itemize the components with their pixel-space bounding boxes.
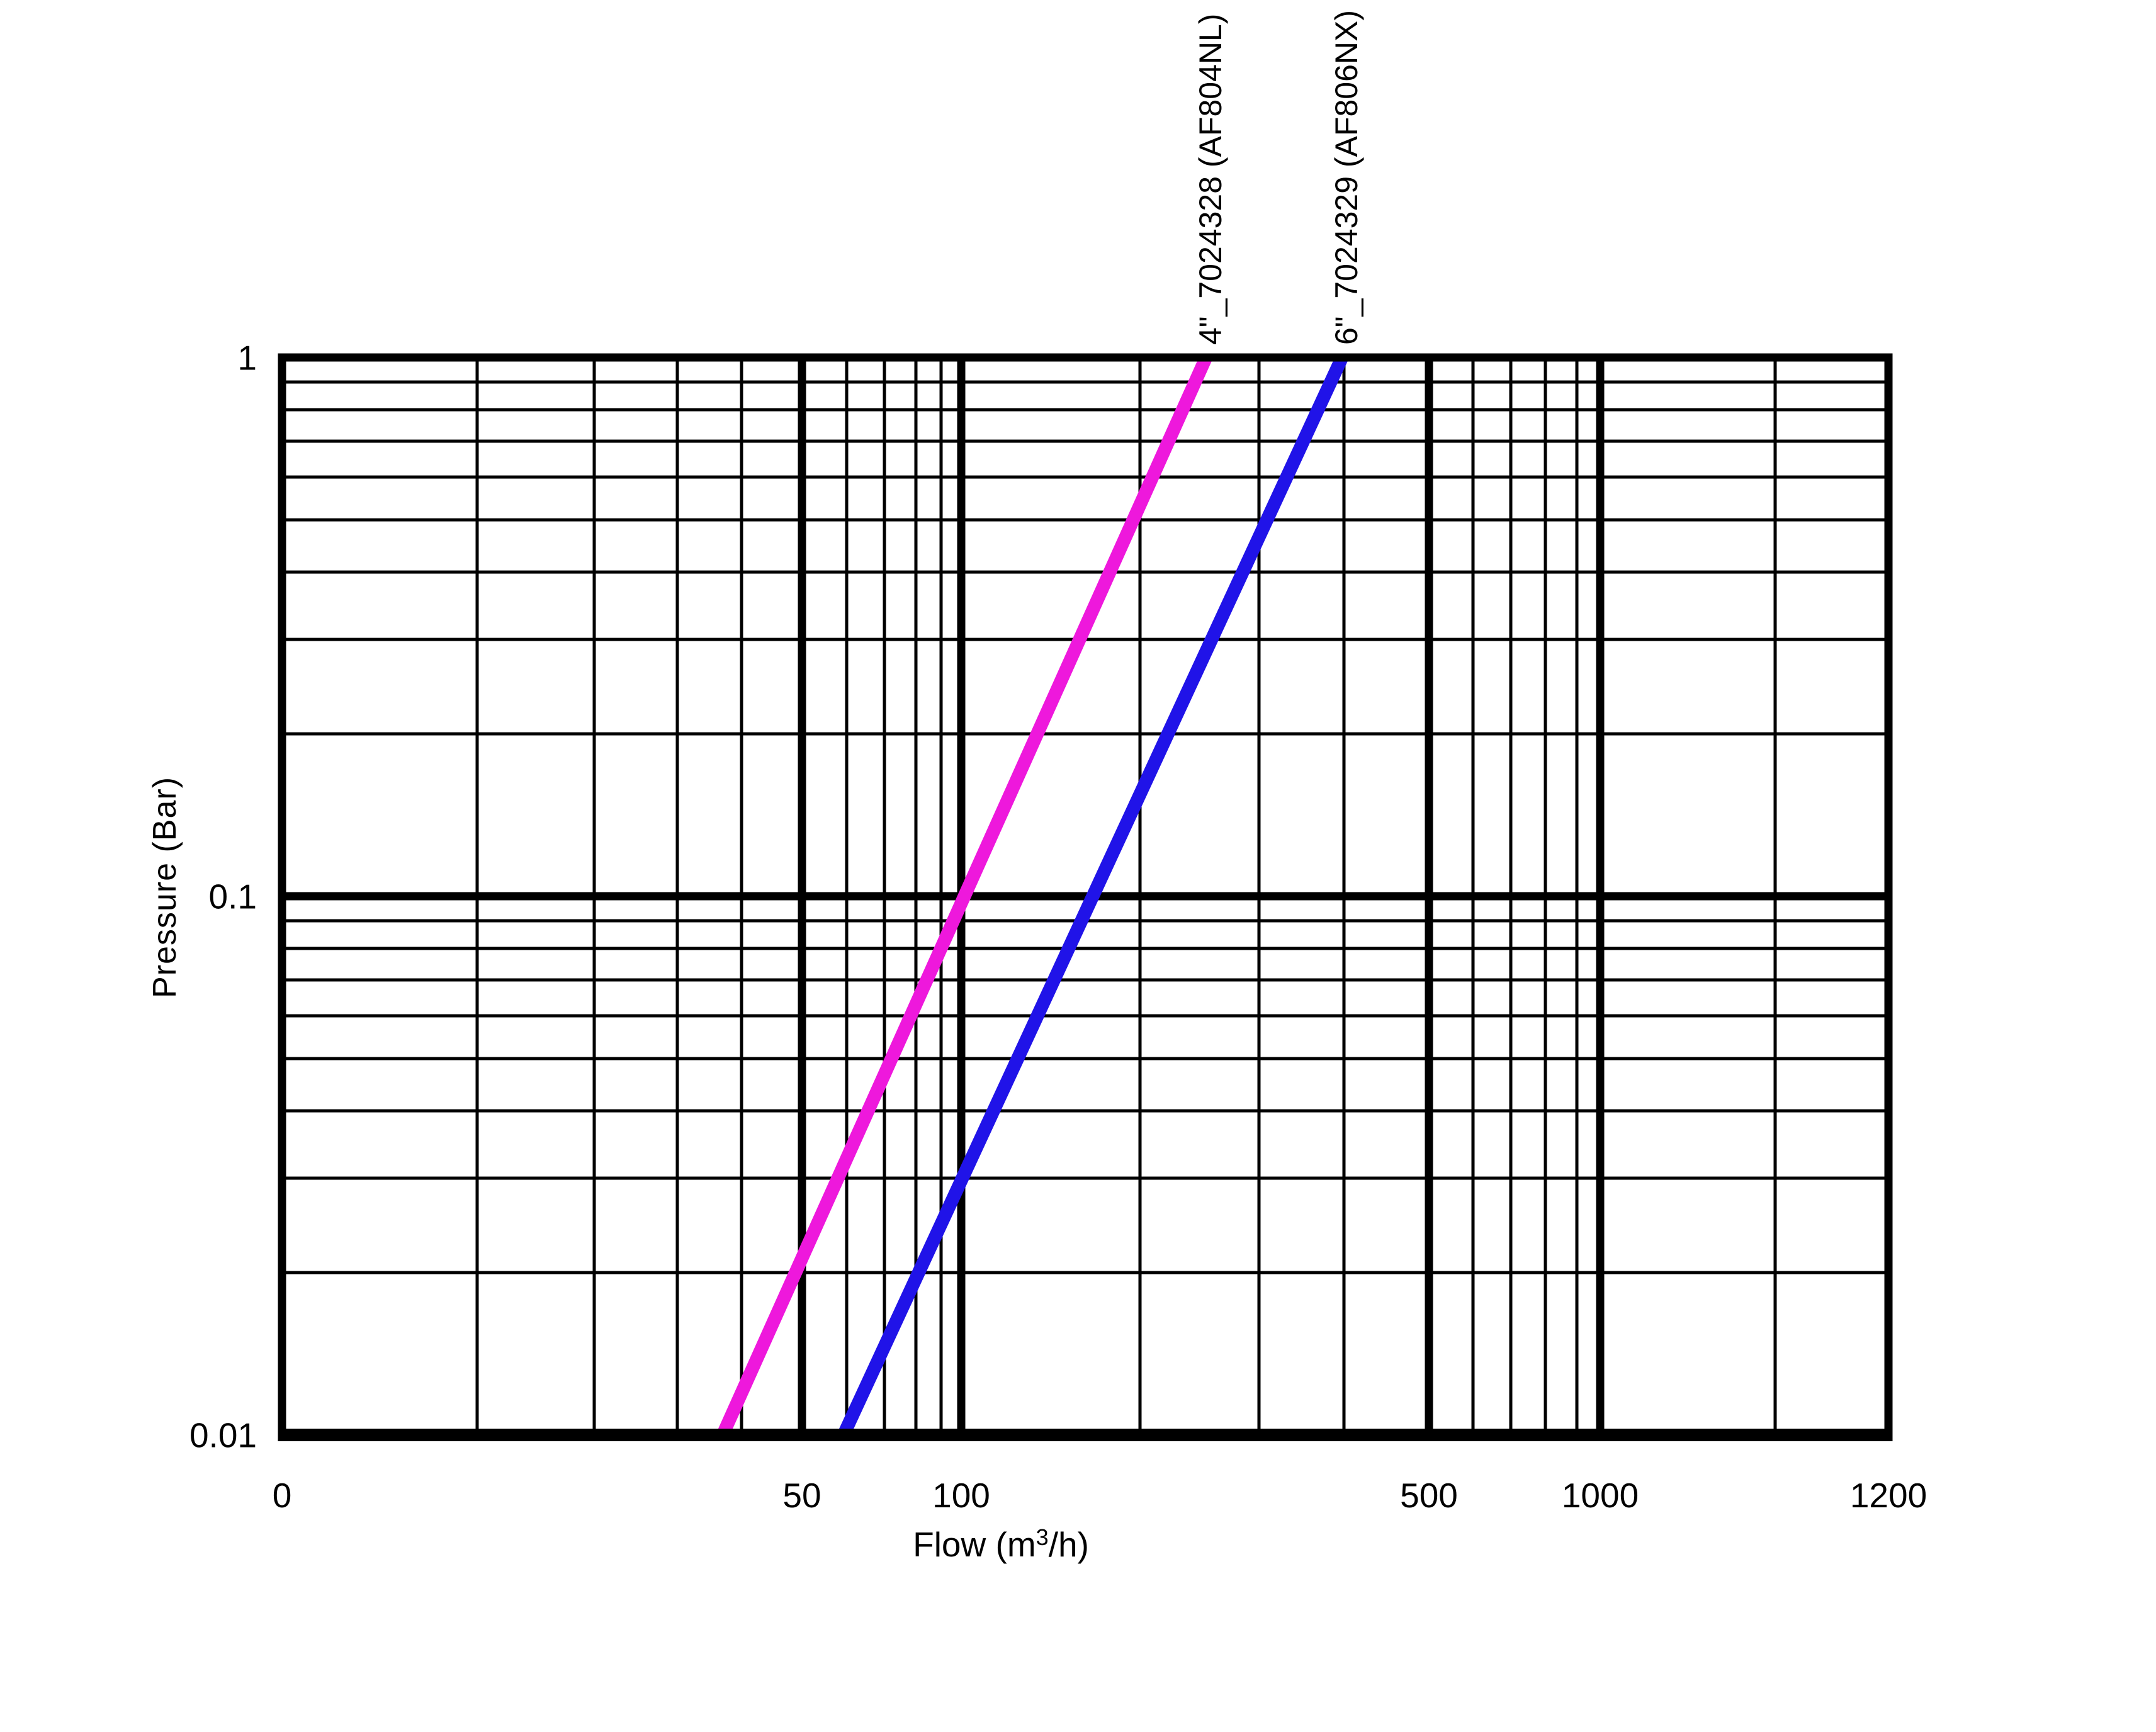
series-label-0: 4"_7024328 (AF804NL) <box>1193 14 1228 345</box>
series-line-0 <box>716 354 1212 1438</box>
series-line-1 <box>837 354 1348 1438</box>
x-tick-label: 1000 <box>1562 1476 1639 1515</box>
x-tick-label: 50 <box>782 1476 821 1515</box>
x-axis-title-unit: /h) <box>1048 1525 1089 1564</box>
x-axis-title-superscript: 3 <box>1036 1524 1049 1550</box>
y-tick-label: 1 <box>237 338 257 377</box>
x-tick-label: 100 <box>932 1476 990 1515</box>
x-axis-title: Flow (m3/h) <box>913 1524 1089 1565</box>
y-tick-label: 0.1 <box>209 877 257 916</box>
y-tick-label: 0.01 <box>189 1415 257 1454</box>
y-axis-title: Pressure (Bar) <box>147 776 183 999</box>
x-tick-label: 0 <box>273 1476 292 1515</box>
x-tick-label: 1200 <box>1850 1476 1927 1515</box>
x-tick-label: 500 <box>1400 1476 1458 1515</box>
x-axis-title-text: Flow (m <box>913 1525 1036 1564</box>
series-label-1: 6"_7024329 (AF806NX) <box>1329 10 1364 345</box>
